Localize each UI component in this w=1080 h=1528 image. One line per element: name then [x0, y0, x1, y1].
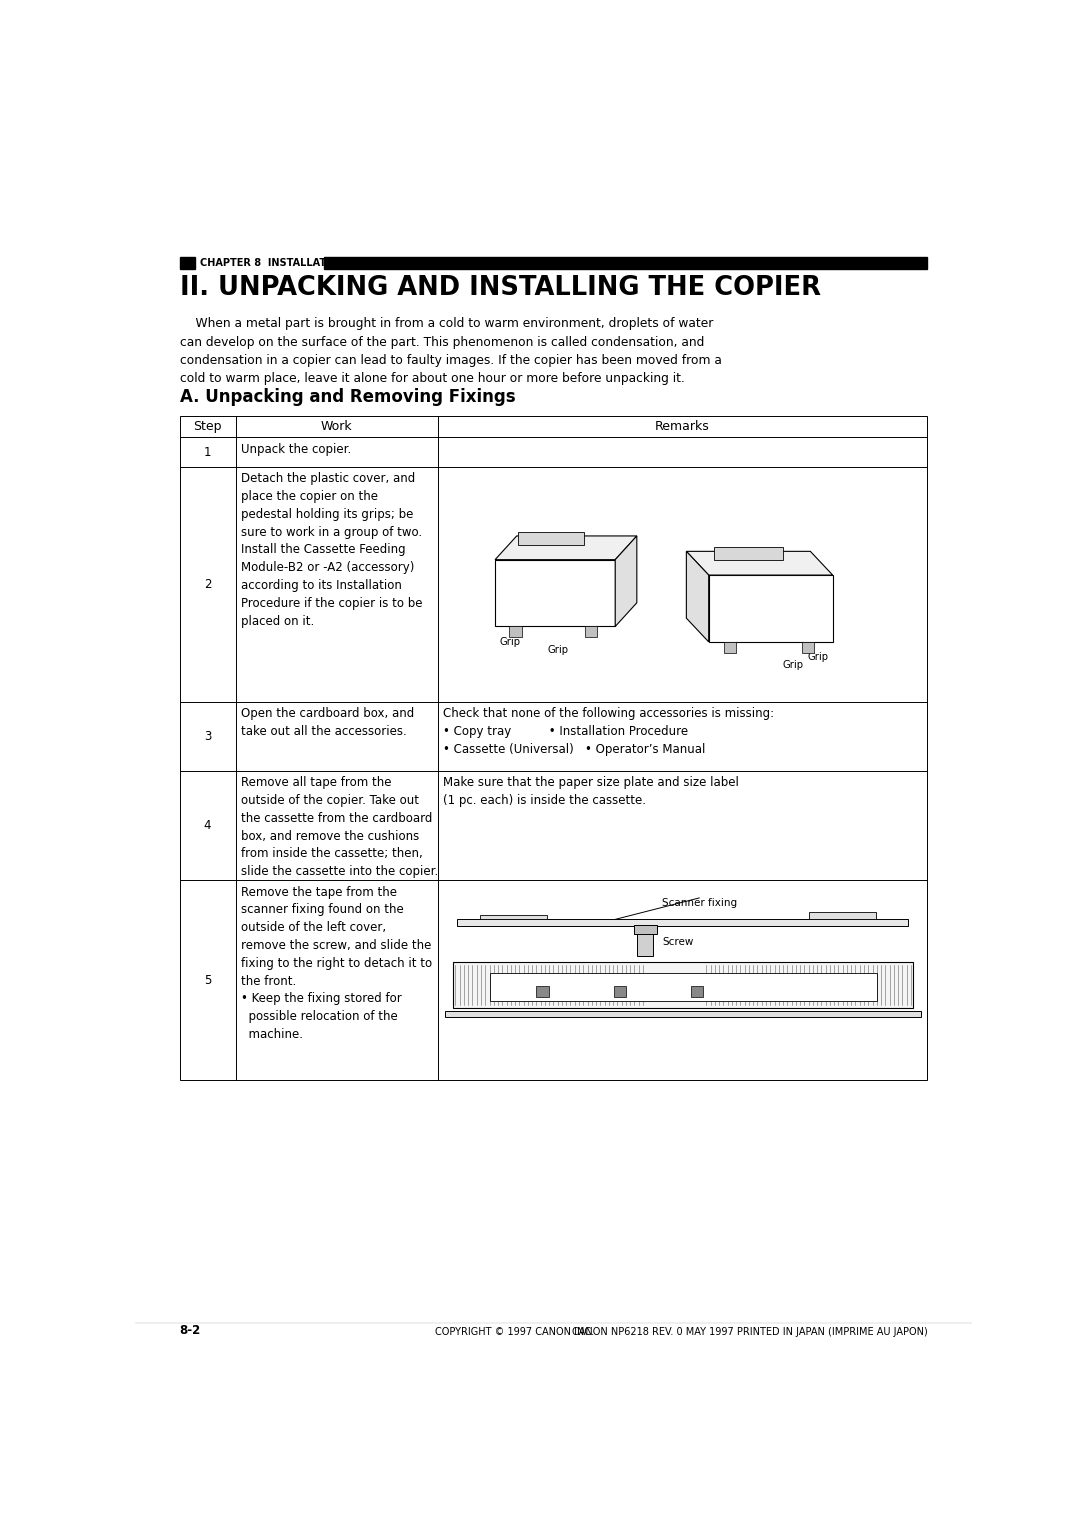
Bar [634, 924, 657, 934]
Bar [480, 915, 548, 920]
Text: COPYRIGHT © 1997 CANON INC.: COPYRIGHT © 1997 CANON INC. [435, 1326, 594, 1337]
Text: II. UNPACKING AND INSTALLING THE COPIER: II. UNPACKING AND INSTALLING THE COPIER [179, 275, 821, 301]
Bar [691, 986, 703, 996]
Text: Make sure that the paper size plate and size label
(1 pc. each) is inside the ca: Make sure that the paper size plate and … [443, 776, 739, 807]
Text: Scanner fixing: Scanner fixing [662, 898, 737, 908]
Text: 4: 4 [204, 819, 212, 833]
Bar [445, 1012, 921, 1018]
Text: Check that none of the following accessories is missing:
• Copy tray          • : Check that none of the following accesso… [443, 707, 774, 755]
Bar [324, 257, 928, 269]
Text: Screw: Screw [662, 937, 693, 947]
Text: Grip: Grip [499, 637, 521, 646]
Text: Remove the tape from the
scanner fixing found on the
outside of the left cover,
: Remove the tape from the scanner fixing … [241, 886, 432, 1041]
Text: CANON NP6218 REV. 0 MAY 1997 PRINTED IN JAPAN (IMPRIME AU JAPON): CANON NP6218 REV. 0 MAY 1997 PRINTED IN … [571, 1326, 928, 1337]
Bar [613, 986, 626, 996]
Text: Grip: Grip [782, 660, 804, 671]
Text: 1: 1 [204, 446, 212, 458]
Text: CHAPTER 8  INSTALLATION: CHAPTER 8 INSTALLATION [201, 258, 347, 267]
Text: Unpack the copier.: Unpack the copier. [241, 443, 351, 455]
Text: 2: 2 [204, 578, 212, 591]
Bar [724, 642, 735, 652]
Bar [585, 626, 597, 637]
Text: 3: 3 [204, 730, 212, 743]
Text: 5: 5 [204, 973, 212, 987]
Bar [490, 973, 877, 1001]
Text: Remove all tape from the
outside of the copier. Take out
the cassette from the c: Remove all tape from the outside of the … [241, 776, 438, 879]
Text: Grip: Grip [808, 652, 828, 662]
Text: Step: Step [193, 420, 221, 432]
Polygon shape [616, 536, 637, 626]
Text: 8-2: 8-2 [179, 1323, 201, 1337]
Bar [457, 920, 908, 926]
Bar [537, 986, 549, 996]
Bar [518, 532, 584, 544]
Bar [637, 929, 653, 955]
Bar [454, 961, 914, 1008]
Text: Open the cardboard box, and
take out all the accessories.: Open the cardboard box, and take out all… [241, 707, 415, 738]
Polygon shape [495, 536, 637, 559]
Bar [510, 626, 522, 637]
Text: A. Unpacking and Removing Fixings: A. Unpacking and Removing Fixings [179, 388, 515, 406]
Text: When a metal part is brought in from a cold to warm environment, droplets of wat: When a metal part is brought in from a c… [179, 318, 721, 385]
Bar [809, 912, 877, 920]
Bar [801, 642, 814, 652]
Text: Detach the plastic cover, and
place the copier on the
pedestal holding its grips: Detach the plastic cover, and place the … [241, 472, 422, 628]
Text: Grip: Grip [548, 645, 568, 656]
Bar [179, 416, 928, 1080]
Text: Work: Work [321, 420, 352, 432]
Polygon shape [687, 552, 833, 575]
Bar [179, 257, 195, 269]
Polygon shape [687, 552, 708, 642]
Text: Remarks: Remarks [656, 420, 710, 432]
Bar [714, 547, 783, 559]
